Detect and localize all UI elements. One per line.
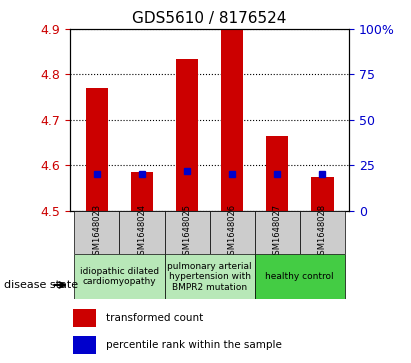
FancyBboxPatch shape: [255, 211, 300, 254]
Bar: [73, 309, 96, 327]
FancyBboxPatch shape: [74, 254, 164, 299]
FancyBboxPatch shape: [164, 211, 210, 254]
Text: pulmonary arterial
hypertension with
BMPR2 mutation: pulmonary arterial hypertension with BMP…: [167, 262, 252, 292]
FancyBboxPatch shape: [255, 254, 345, 299]
Text: percentile rank within the sample: percentile rank within the sample: [106, 340, 282, 350]
Bar: [266, 136, 289, 211]
Text: GSM1648027: GSM1648027: [273, 204, 282, 260]
FancyBboxPatch shape: [74, 211, 120, 254]
Bar: [73, 336, 96, 354]
Bar: [221, 29, 243, 211]
FancyBboxPatch shape: [300, 211, 345, 254]
Bar: [131, 172, 153, 211]
Text: GSM1648026: GSM1648026: [228, 204, 237, 260]
FancyBboxPatch shape: [120, 211, 164, 254]
FancyBboxPatch shape: [210, 211, 255, 254]
Text: GSM1648023: GSM1648023: [92, 204, 102, 260]
Bar: [311, 176, 334, 211]
Text: disease state: disease state: [4, 280, 78, 290]
Text: GSM1648025: GSM1648025: [182, 204, 192, 260]
Text: healthy control: healthy control: [266, 272, 334, 281]
Text: GSM1648028: GSM1648028: [318, 204, 327, 260]
Text: idiopathic dilated
cardiomyopathy: idiopathic dilated cardiomyopathy: [80, 267, 159, 286]
Text: GSM1648024: GSM1648024: [138, 204, 146, 260]
Text: transformed count: transformed count: [106, 313, 203, 323]
FancyBboxPatch shape: [164, 254, 255, 299]
Bar: [85, 88, 108, 211]
Title: GDS5610 / 8176524: GDS5610 / 8176524: [132, 12, 287, 26]
Bar: [176, 58, 199, 211]
